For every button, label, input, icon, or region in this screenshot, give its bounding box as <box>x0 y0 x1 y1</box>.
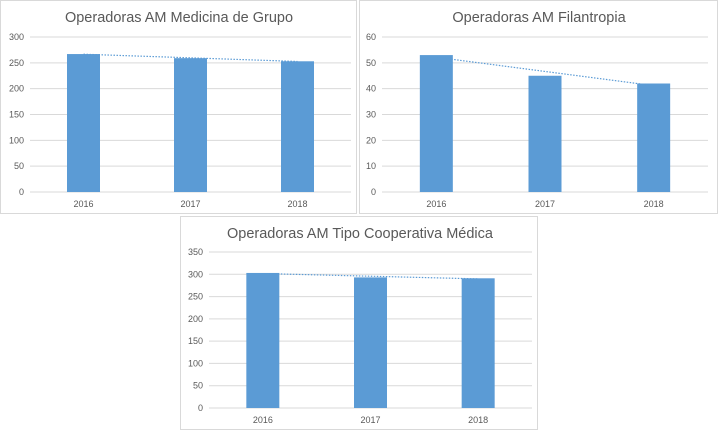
y-tick-label: 150 <box>9 110 24 120</box>
chart-title: Operadoras AM Filantropia <box>452 10 626 26</box>
chart-title: Operadoras AM Tipo Cooperativa Médica <box>227 226 494 242</box>
bar-2017 <box>174 58 207 192</box>
chart-title: Operadoras AM Medicina de Grupo <box>65 10 293 26</box>
y-tick-label: 0 <box>19 187 24 197</box>
chart-svg-filantropia: Operadoras AM Filantropia 0 10 20 30 40 50 60 2… <box>366 10 708 209</box>
chart-panel-medicina-de-grupo: Operadoras AM Medicina de Grupo 0 50 100 15… <box>0 0 357 214</box>
chart-svg-cooperativa-medica: Operadoras AM Tipo Cooperativa Médica 0 5… <box>188 226 532 425</box>
x-tick-label: 2017 <box>535 199 555 209</box>
y-tick-label: 200 <box>9 84 24 94</box>
y-tick-label: 30 <box>366 110 376 120</box>
y-tick-label: 50 <box>14 161 24 171</box>
chart-panel-cooperativa-medica: Operadoras AM Tipo Cooperativa Médica 0 5… <box>180 216 538 430</box>
x-tick-label: 2016 <box>253 415 273 425</box>
y-tick-label: 20 <box>366 135 376 145</box>
y-tick-label: 250 <box>9 58 24 68</box>
bar-2016 <box>246 272 280 408</box>
y-tick-label: 50 <box>193 381 203 391</box>
y-tick-label: 350 <box>188 247 203 257</box>
x-tick-label: 2017 <box>360 415 380 425</box>
x-tick-label: 2016 <box>73 199 93 209</box>
y-tick-label: 10 <box>366 161 376 171</box>
y-tick-label: 300 <box>188 269 203 279</box>
bar-2017 <box>528 75 562 192</box>
x-tick-label: 2018 <box>644 199 664 209</box>
trendline <box>436 56 654 87</box>
x-tick-label: 2018 <box>287 199 307 209</box>
y-tick-label: 50 <box>366 58 376 68</box>
x-tick-label: 2018 <box>468 415 488 425</box>
y-tick-label: 40 <box>366 84 376 94</box>
bar-2016 <box>67 54 100 192</box>
bar-2016 <box>419 55 453 193</box>
y-tick-label: 100 <box>9 135 24 145</box>
chart-panel-filantropia: Operadoras AM Filantropia 0 10 20 30 40 50 60 2… <box>359 0 718 214</box>
y-tick-label: 250 <box>188 292 203 302</box>
bar-2018 <box>281 61 314 193</box>
x-tick-label: 2016 <box>426 199 446 209</box>
bar-2018 <box>637 83 671 192</box>
y-tick-label: 100 <box>188 358 203 368</box>
chart-svg-medicina-de-grupo: Operadoras AM Medicina de Grupo 0 50 100 15… <box>9 10 351 209</box>
y-tick-label: 0 <box>198 403 203 413</box>
bar-2018 <box>461 278 495 408</box>
y-tick-label: 300 <box>9 32 24 42</box>
y-tick-label: 60 <box>366 32 376 42</box>
bar-2017 <box>354 277 387 408</box>
y-tick-label: 150 <box>188 336 203 346</box>
y-tick-label: 0 <box>371 187 376 197</box>
x-tick-label: 2017 <box>180 199 200 209</box>
y-tick-label: 200 <box>188 314 203 324</box>
trendline <box>83 53 298 63</box>
